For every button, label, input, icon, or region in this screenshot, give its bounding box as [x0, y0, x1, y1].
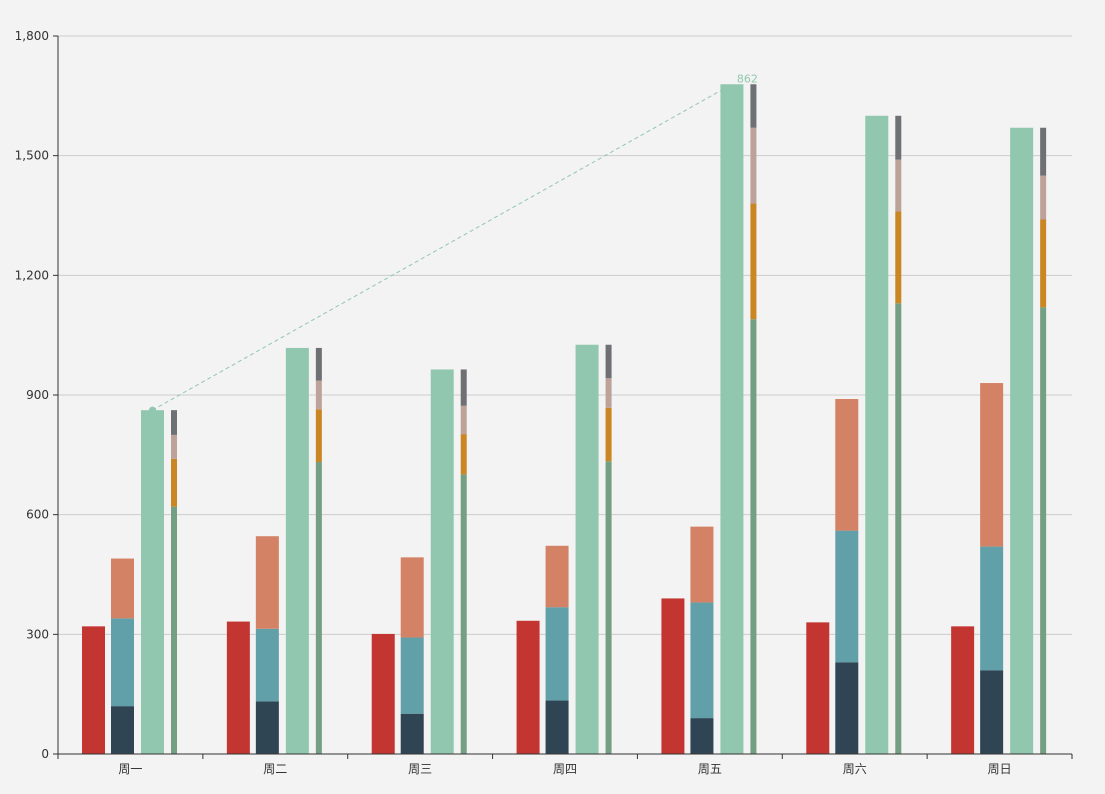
bar-周一-s7: [171, 434, 177, 459]
bar-周二-s3: [255, 536, 279, 629]
bar-周一-s3: [111, 558, 134, 619]
bar-周四-s8: [605, 344, 612, 379]
bar-周三-s4: [430, 369, 454, 754]
bar-周一-s4: [141, 410, 164, 754]
y-tick-label: 0: [41, 747, 49, 761]
bar-周一-s2: [111, 618, 134, 707]
bar-周六-s5: [895, 303, 902, 754]
bar-周五-s3: [690, 526, 714, 603]
bar-周三-s3: [400, 557, 424, 638]
bar-周日-s0: [951, 626, 975, 754]
mark-line: 862: [149, 72, 758, 414]
y-tick-label: 1,800: [15, 29, 49, 43]
bar-周日-s5: [1040, 307, 1047, 754]
bar-周五-s8: [750, 84, 757, 128]
bar-周日-s4: [1010, 127, 1034, 754]
bar-周六-s3: [835, 398, 859, 531]
bar-周三-s0: [371, 633, 395, 754]
bar-周四-s0: [516, 620, 540, 754]
bar-周三-s6: [460, 434, 467, 475]
bar-周一-s0: [82, 626, 105, 754]
bar-周三-s5: [460, 474, 467, 754]
bar-周四-s4: [575, 344, 599, 754]
bar-周日-s1: [980, 670, 1004, 754]
bar-周二-s2: [255, 628, 279, 702]
bar-周二-s8: [315, 347, 322, 381]
mark-line-path: [152, 83, 733, 411]
bar-周三-s2: [400, 637, 424, 714]
bar-周二-s0: [226, 621, 250, 754]
bar-周五-s2: [690, 602, 714, 719]
x-tick-label: 周六: [843, 762, 867, 776]
axes: 0 300 600 900 1,200 1,500 1,800 周一 周二 周三 周四 周五 周六 周日: [15, 29, 1073, 776]
bar-周日-s6: [1040, 219, 1047, 308]
x-tick-label: 周五: [698, 762, 722, 776]
x-tick-label: 周三: [408, 762, 432, 776]
bar-周六-s4: [865, 115, 889, 755]
bar-周五-s0: [661, 598, 685, 754]
bar-marks: [82, 84, 1047, 755]
bar-周五-s6: [750, 203, 757, 320]
bar-周三-s8: [460, 369, 467, 406]
bar-周六-s1: [835, 662, 859, 754]
bar-周日-s7: [1040, 175, 1047, 220]
bar-周二-s5: [315, 462, 322, 754]
bar-周四-s2: [545, 607, 569, 701]
grid-lines: [58, 35, 1072, 635]
bar-周四-s3: [545, 545, 569, 608]
bar-周六-s8: [895, 115, 902, 160]
bar-周一-s1: [111, 706, 134, 754]
bar-周六-s2: [835, 530, 859, 663]
bar-周五-s4: [720, 84, 744, 754]
y-tick-label: 900: [26, 388, 49, 402]
bar-周日-s2: [980, 546, 1004, 671]
y-tick-label: 1,200: [15, 268, 49, 282]
bar-周日-s8: [1040, 127, 1047, 176]
mark-line-arrow: [723, 84, 732, 91]
bar-周一-s8: [171, 410, 177, 435]
bar-周一-s6: [171, 458, 177, 507]
bar-周六-s6: [895, 211, 902, 304]
bar-周二-s4: [285, 347, 309, 754]
x-tick-label: 周四: [553, 762, 577, 776]
bar-周四-s5: [605, 461, 612, 754]
bar-周五-s7: [750, 127, 757, 204]
bar-周日-s3: [980, 383, 1004, 547]
bar-周二-s1: [255, 701, 279, 754]
bar-周五-s5: [750, 319, 757, 754]
bar-周五-s1: [690, 718, 714, 754]
y-tick-label: 300: [26, 627, 49, 641]
bar-周六-s0: [806, 622, 830, 754]
x-tick-label: 周一: [118, 762, 142, 776]
y-tick-label: 1,500: [15, 149, 49, 163]
bar-周二-s6: [315, 409, 322, 463]
bar-周三-s1: [400, 713, 424, 754]
bar-周四-s6: [605, 407, 612, 462]
x-tick-label: 周二: [263, 762, 287, 776]
bar-周二-s7: [315, 380, 322, 410]
bar-周三-s7: [460, 405, 467, 435]
y-tick-label: 600: [26, 508, 49, 522]
bar-周四-s1: [545, 700, 569, 754]
bar-周六-s7: [895, 159, 902, 212]
bar-周一-s5: [171, 506, 177, 754]
mark-line-label: 862: [737, 72, 758, 85]
x-tick-label: 周日: [988, 762, 1012, 776]
bar-周四-s7: [605, 378, 612, 408]
